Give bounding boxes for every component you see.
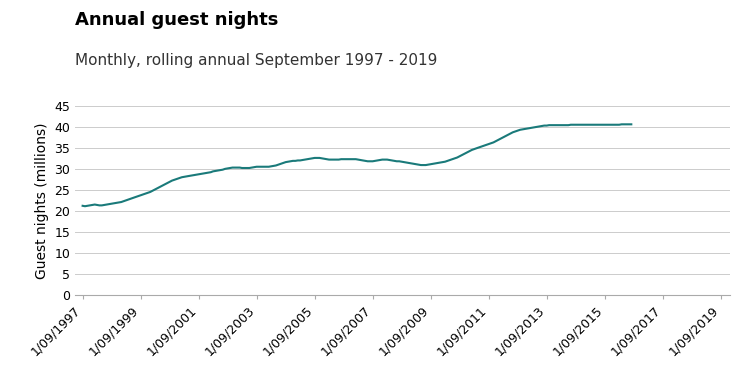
Text: Monthly, rolling annual September 1997 - 2019: Monthly, rolling annual September 1997 -… — [75, 53, 437, 68]
Text: Annual guest nights: Annual guest nights — [75, 11, 279, 29]
Y-axis label: Guest nights (millions): Guest nights (millions) — [35, 122, 49, 279]
